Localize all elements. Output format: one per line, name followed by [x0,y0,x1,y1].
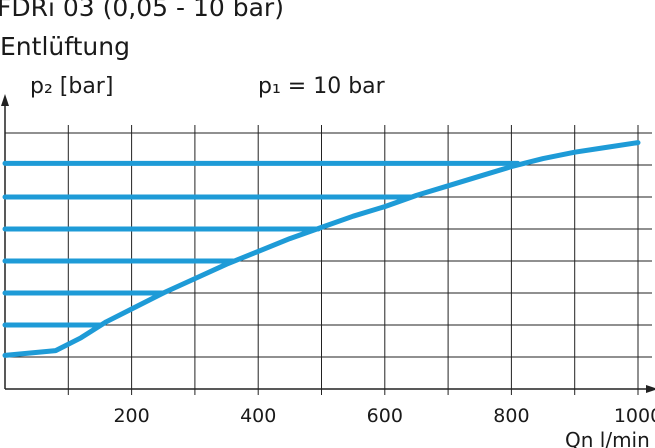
y-axis-arrow [1,94,9,106]
x-axis-label: Qn l/min [565,428,650,448]
x-tick-label: 400 [240,405,276,427]
x-tick-label: 200 [113,405,149,427]
x-tick-label: 1000 [614,405,655,427]
y-axis-label: p₂ [bar] [30,74,113,99]
x-tick-label: 800 [493,405,529,427]
x-axis-arrow [646,385,655,393]
x-tick-label: 600 [367,405,403,427]
line-series [2,140,641,358]
annotation: p₁ = 10 bar [258,74,386,99]
chart-title: FDRi 03 (0,05 - 10 bar) [0,0,284,22]
chart-subtitle: Entlüftung [0,32,130,61]
